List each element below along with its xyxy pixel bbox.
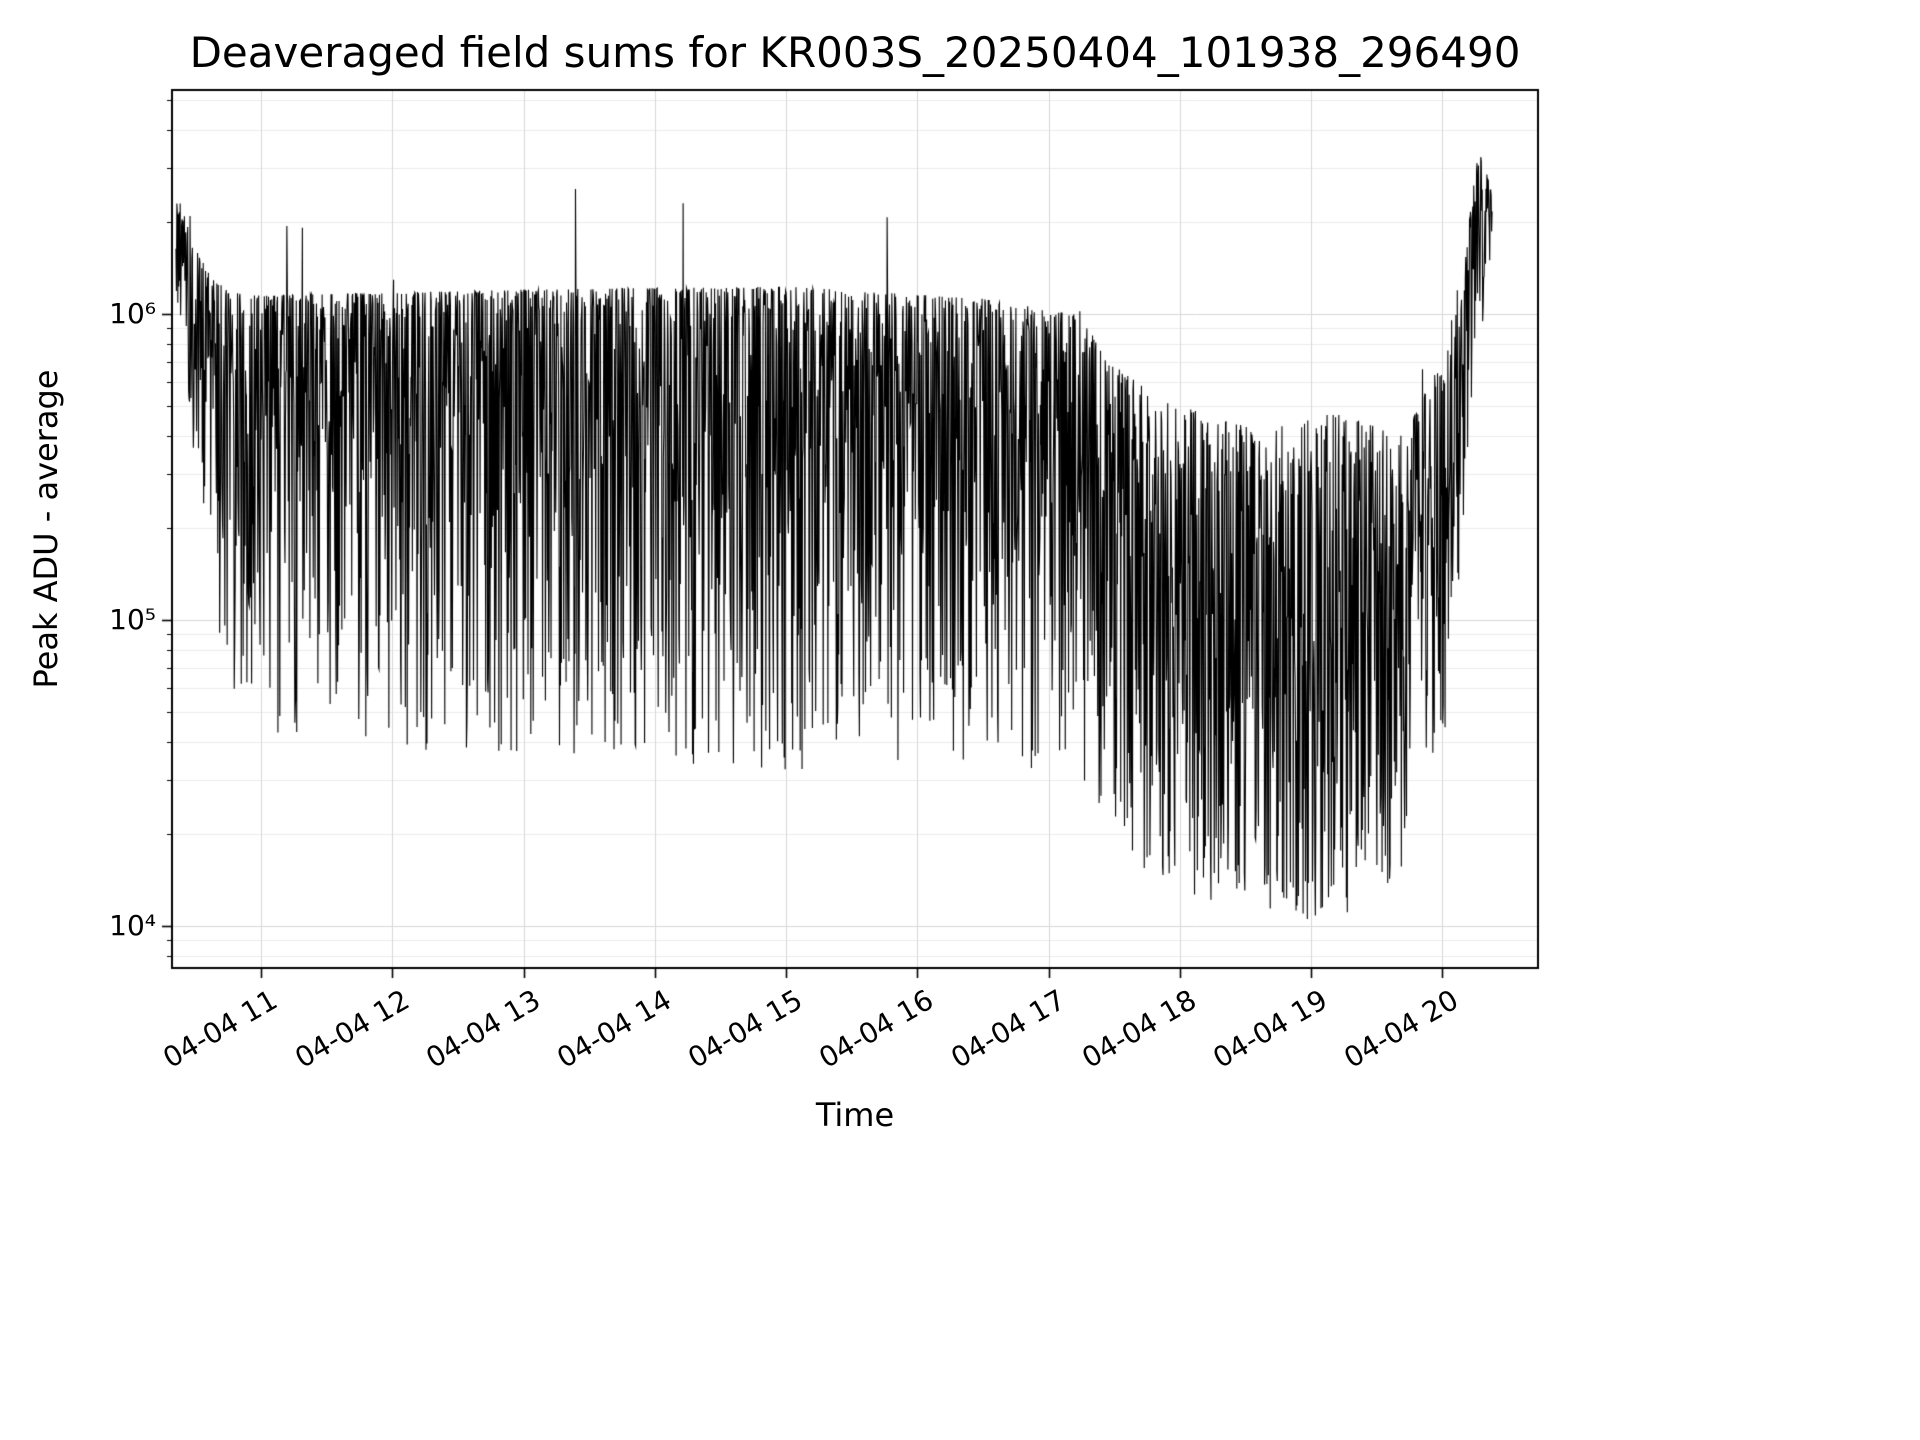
- y-tick-label: 10⁵: [109, 603, 156, 637]
- y-tick-label: 10⁴: [109, 909, 156, 943]
- chart-title: Deaveraged field sums for KR003S_2025040…: [189, 28, 1521, 77]
- y-axis-label: Peak ADU - average: [27, 369, 65, 689]
- x-axis-label: Time: [815, 1096, 895, 1134]
- y-tick-label: 10⁶: [109, 297, 156, 331]
